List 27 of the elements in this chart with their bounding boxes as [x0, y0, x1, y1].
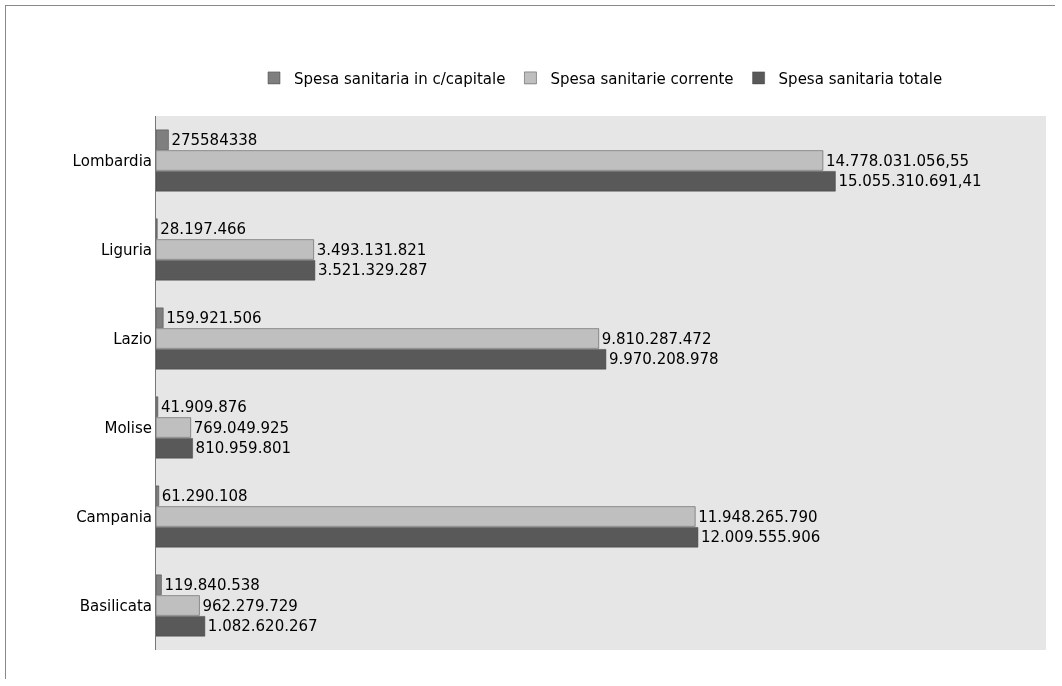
data-label: 61.290.108 — [161, 486, 248, 505]
data-label: 12.009.555.906 — [700, 528, 821, 547]
data-label: 1.082.620.267 — [207, 617, 318, 636]
data-label: 9.810.287.472 — [601, 329, 712, 348]
data-label: 14.778.031.056,55 — [825, 151, 970, 170]
data-label: 3.493.131.821 — [316, 240, 427, 259]
data-label: 159.921.506 — [166, 308, 262, 327]
legend-label: Spesa sanitarie corrente — [550, 69, 734, 88]
data-label: 119.840.538 — [164, 575, 260, 594]
data-label: 275584338 — [171, 130, 258, 149]
data-label: 769.049.925 — [193, 418, 290, 437]
data-label: 15.055.310.691,41 — [838, 172, 982, 191]
data-label: 810.959.801 — [195, 439, 292, 458]
data-label: 41.909.876 — [160, 397, 247, 416]
y-tick-label: Liguria — [100, 240, 152, 259]
data-label: 962.279.729 — [202, 596, 298, 615]
y-tick-label: Basilicata — [79, 596, 152, 615]
legend-label: Spesa sanitaria in c/capitale — [294, 69, 506, 88]
y-tick-label: Molise — [104, 418, 152, 437]
legend-label: Spesa sanitaria totale — [778, 69, 943, 88]
y-tick-label: Lazio — [113, 329, 152, 348]
data-label: 11.948.265.790 — [698, 507, 818, 526]
y-tick-label: Campania — [76, 507, 152, 526]
y-tick-label: Lombardia — [72, 151, 152, 170]
data-label: 9.970.208.978 — [608, 350, 719, 369]
data-label: 3.521.329.287 — [317, 261, 428, 280]
data-label: 28.197.466 — [160, 219, 247, 238]
